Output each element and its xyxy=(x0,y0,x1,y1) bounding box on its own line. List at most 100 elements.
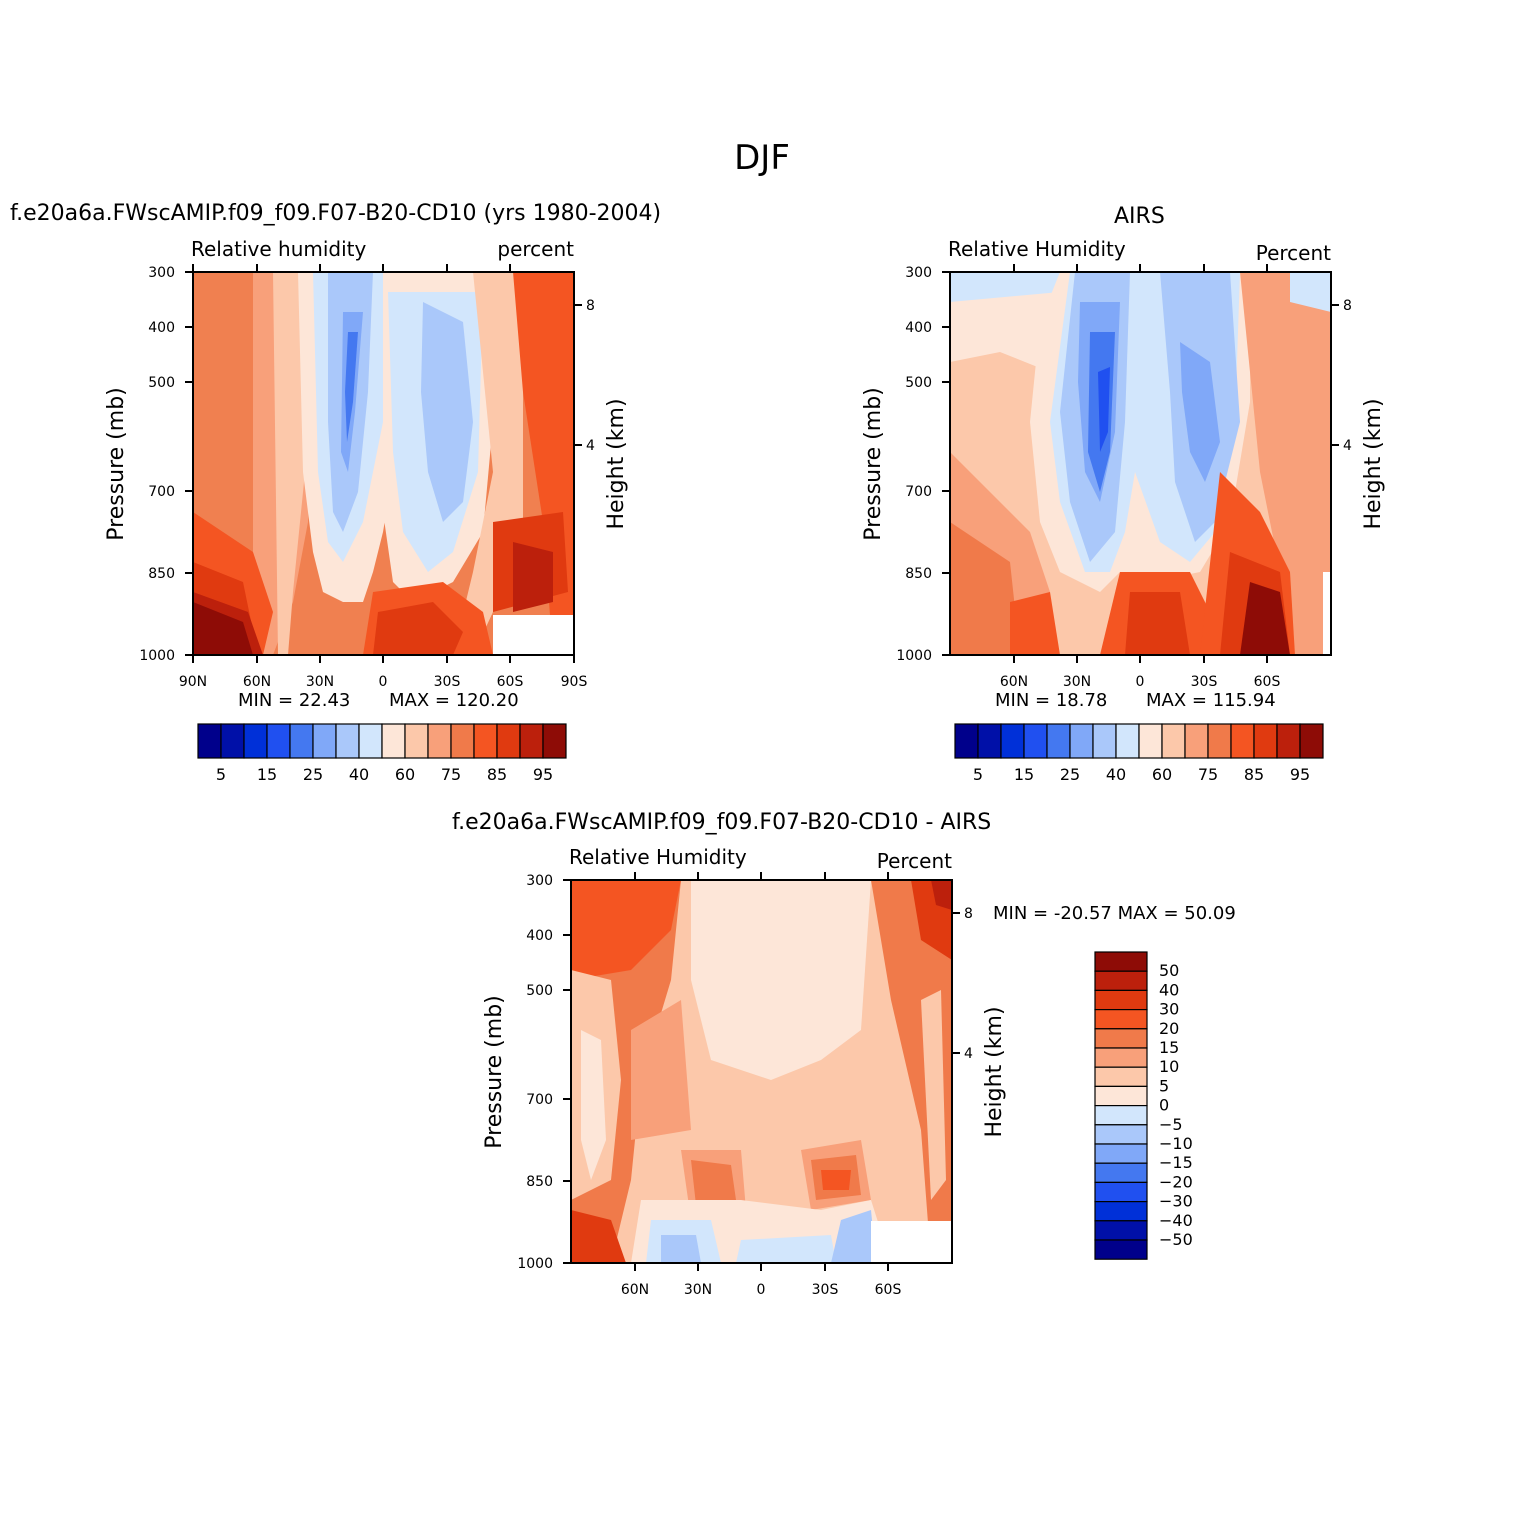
diff-colorbar-swatch xyxy=(1094,1143,1148,1164)
obs-ytick: 300 xyxy=(905,265,932,281)
obs-colorbar-label: 95 xyxy=(1290,765,1310,784)
diff-colorbar-swatch xyxy=(1094,1181,1148,1203)
diff-colorbar-label: 0 xyxy=(1159,1096,1169,1115)
obs-colorbar-swatch xyxy=(1253,723,1278,759)
diff-colorbar-label: 10 xyxy=(1159,1057,1179,1076)
model-colorbar-swatch xyxy=(312,723,337,759)
model-colorbar-label: 25 xyxy=(303,765,323,784)
diff-colorbar-label: −50 xyxy=(1159,1230,1193,1249)
model-colorbar-swatch xyxy=(358,723,383,759)
model-min-text: MIN = 22.43 xyxy=(238,690,350,711)
obs-colorbar-label: 75 xyxy=(1198,765,1218,784)
diff-plot: Relative Humidity Percent 300 400 500 70… xyxy=(482,845,1236,1298)
diff-colorbar-label: −5 xyxy=(1159,1115,1183,1134)
obs-colorbar-swatch xyxy=(1115,723,1140,759)
diff-minmax-text: MIN = -20.57 MAX = 50.09 xyxy=(993,903,1236,924)
obs-plot: Relative Humidity Percent 300 400 500 70… xyxy=(861,237,1386,711)
model-colorbar-label: 60 xyxy=(395,765,415,784)
diff-colorbar-swatch xyxy=(1094,951,1148,972)
obs-colorbar-swatch xyxy=(1092,723,1117,759)
model-ytick2: 8 xyxy=(586,298,595,314)
model-ytick2: 4 xyxy=(586,438,595,454)
model-ytick: 700 xyxy=(148,484,175,500)
model-xtick: 60N xyxy=(243,674,271,690)
diff-ytick: 850 xyxy=(526,1174,553,1190)
model-colorbar-swatch xyxy=(427,723,452,759)
diff-xtick: 30S xyxy=(812,1282,839,1298)
obs-colorbar-label: 60 xyxy=(1152,765,1172,784)
obs-max-text: MAX = 115.94 xyxy=(1146,690,1276,711)
model-xtick: 30S xyxy=(434,674,461,690)
obs-colorbar-label: 40 xyxy=(1106,765,1126,784)
obs-colorbar-swatch xyxy=(1230,723,1255,759)
diff-colorbar-swatch xyxy=(1094,1162,1148,1183)
model-colorbar-label: 15 xyxy=(257,765,277,784)
diff-colorbar-swatch xyxy=(1094,1028,1148,1049)
obs-colorbar-swatch xyxy=(954,723,979,759)
diff-ylabel2: Height (km) xyxy=(982,1006,1007,1137)
model-colorbar-swatch xyxy=(220,723,245,759)
obs-colorbar-swatch xyxy=(1161,723,1186,759)
model-colorbar-label: 85 xyxy=(487,765,507,784)
diff-colorbar-swatch xyxy=(1094,970,1148,992)
diff-colorbar-label: −15 xyxy=(1159,1153,1193,1172)
obs-ytick: 1000 xyxy=(896,648,932,664)
obs-colorbar-swatch xyxy=(977,723,1002,759)
obs-colorbar-swatch xyxy=(1000,723,1025,759)
obs-colorbar-swatch xyxy=(1046,723,1071,759)
obs-colorbar-label: 25 xyxy=(1060,765,1080,784)
obs-colorbar: 5 15 25 40 60 75 85 95 xyxy=(954,723,1324,784)
model-colorbar-swatch xyxy=(289,723,314,759)
diff-ytick: 400 xyxy=(526,928,553,944)
model-colorbar-swatch xyxy=(381,723,406,759)
model-colorbar-swatch xyxy=(335,723,360,759)
obs-ytick: 500 xyxy=(905,375,932,391)
diff-panel-title: f.e20a6a.FWscAMIP.f09_f09.F07-B20-CD10 -… xyxy=(452,810,992,835)
obs-panel-title: AIRS xyxy=(1114,204,1165,229)
model-colorbar-label: 40 xyxy=(349,765,369,784)
model-ytick: 500 xyxy=(148,375,175,391)
diff-colorbar-swatch xyxy=(1094,1220,1148,1241)
obs-ytick: 400 xyxy=(905,320,932,336)
model-panel-title: f.e20a6a.FWscAMIP.f09_f09.F07-B20-CD10 (… xyxy=(10,201,662,226)
model-colorbar-swatch xyxy=(450,723,475,759)
diff-colorbar-label: 50 xyxy=(1159,961,1179,980)
diff-colorbar-label: 40 xyxy=(1159,980,1179,999)
main-title: DJF xyxy=(734,138,790,178)
diff-colorbar-label: −30 xyxy=(1159,1192,1193,1211)
diff-colorbar-swatch xyxy=(1094,1085,1148,1107)
obs-xtick: 60S xyxy=(1254,674,1281,690)
model-colorbar-swatch xyxy=(404,723,429,759)
obs-ytick: 850 xyxy=(905,566,932,582)
obs-ylabel: Pressure (mb) xyxy=(861,387,886,541)
diff-ytick: 300 xyxy=(526,873,553,889)
model-ytick: 850 xyxy=(148,566,175,582)
obs-ytick: 700 xyxy=(905,484,932,500)
model-max-text: MAX = 120.20 xyxy=(389,690,519,711)
obs-ytick2: 4 xyxy=(1343,438,1352,454)
model-right-label: percent xyxy=(497,237,574,261)
diff-colorbar-swatch xyxy=(1094,1124,1148,1145)
obs-colorbar-swatch xyxy=(1184,723,1209,759)
model-xtick: 60S xyxy=(497,674,524,690)
obs-ytick2: 8 xyxy=(1343,298,1352,314)
model-colorbar-swatch xyxy=(243,723,268,759)
model-colorbar-swatch xyxy=(266,723,291,759)
obs-colorbar-swatch xyxy=(1299,723,1324,759)
model-colorbar-label: 75 xyxy=(441,765,461,784)
model-xtick: 0 xyxy=(379,674,388,690)
model-xtick: 90S xyxy=(561,674,588,690)
obs-colorbar-swatch xyxy=(1276,723,1301,759)
diff-xtick: 30N xyxy=(684,1282,712,1298)
diff-ytick: 700 xyxy=(526,1092,553,1108)
model-colorbar-swatch xyxy=(519,723,544,759)
model-xtick: 90N xyxy=(179,674,207,690)
model-ytick: 1000 xyxy=(139,648,175,664)
model-colorbar-label: 5 xyxy=(216,765,226,784)
model-left-label: Relative humidity xyxy=(191,237,366,261)
diff-xtick: 60S xyxy=(875,1282,902,1298)
obs-right-label: Percent xyxy=(1256,241,1331,265)
model-colorbar-swatch xyxy=(473,723,498,759)
diff-colorbar-swatch xyxy=(1094,1201,1148,1222)
